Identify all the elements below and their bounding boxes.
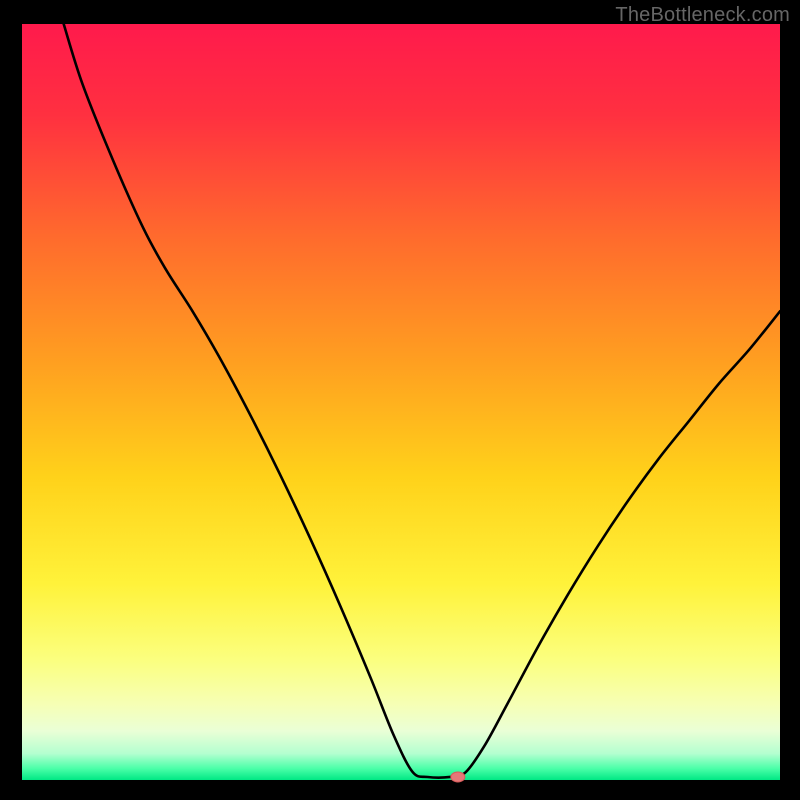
chart-container: TheBottleneck.com (0, 0, 800, 800)
bottleneck-chart (0, 0, 800, 800)
watermark-text: TheBottleneck.com (615, 4, 790, 27)
optimum-marker (451, 772, 465, 782)
plot-background (22, 24, 780, 780)
